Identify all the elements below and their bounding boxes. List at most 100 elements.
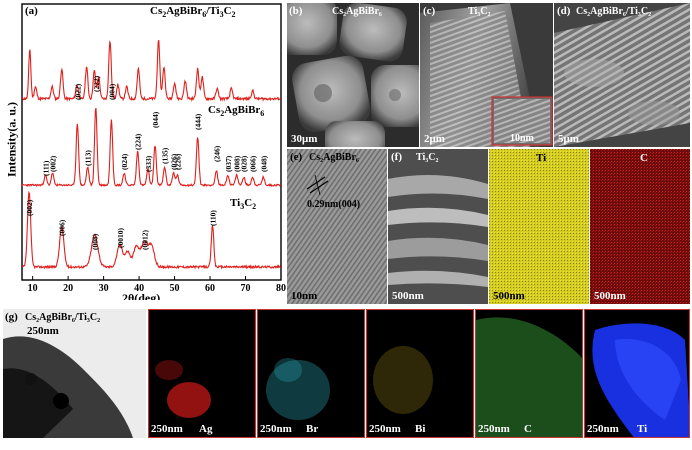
xrd-x-tick-label-80: 80 [276, 283, 286, 294]
xrd-peak-label: (024) [120, 153, 129, 170]
xrd-peak-label: (004) [107, 83, 116, 100]
xrd-peak-label: (246) [212, 145, 221, 162]
xrd-peak-label: (113) [84, 150, 93, 166]
xrd-y-axis-label: Intensity(a. u.) [4, 102, 19, 178]
eds-c-map-element-label: C [524, 423, 532, 435]
tem-mxene-panel: (f) Ti₃C₂ 500nm [388, 149, 488, 304]
hrtem-image [287, 149, 387, 304]
tem-mxene-image [388, 149, 488, 304]
eds-br-image [266, 358, 330, 420]
tem-mxene-panel-label: (f) [391, 151, 402, 163]
eds-map-ag: 250nm Ag [148, 309, 256, 438]
xrd-x-tick-label-60: 60 [205, 283, 215, 294]
xrd-peak-label: (0012) [140, 230, 149, 250]
eds-ag-scale: 250nm [151, 423, 183, 435]
hrtem-title: Cs₂AgBiBr₆ [309, 152, 359, 163]
xrd-x-tick-label-30: 30 [99, 283, 109, 294]
xrd-x-tick-label-20: 20 [63, 283, 73, 294]
hrtem-lattice-spacing: 0.29nm(004) [307, 199, 361, 210]
sem-perovskite-title: Cs₂AgBiBr₆ [332, 6, 382, 17]
tem-composite-image [3, 309, 146, 438]
hrtem-panel: (e) Cs₂AgBiBr₆ 0.29nm(004) 10nm [287, 149, 387, 304]
xrd-x-tick-label-50: 50 [170, 283, 180, 294]
xrd-trace-label-perovskite: Cs2AgBiBr6 [208, 104, 265, 119]
xrd-peak-label: (008) [91, 233, 100, 250]
sem-panel-perovskite: (b) Cs₂AgBiBr₆ 30μm [287, 3, 419, 147]
xrd-peak-label: (110) [209, 210, 218, 226]
eds-c-image [476, 317, 582, 437]
xrd-panel-label: (a) [25, 5, 38, 17]
xrd-trace-perovskite [21, 108, 282, 188]
xrd-x-tick-label-40: 40 [134, 283, 144, 294]
xrd-peak-label: (226) [173, 153, 182, 170]
eds-bi-image [373, 346, 433, 414]
tem-mxene-scale: 500nm [392, 290, 424, 302]
sem-composite-panel-label: (d) [557, 5, 571, 17]
eds-br-scale: 250nm [260, 423, 292, 435]
xrd-x-tick-label-70: 70 [241, 283, 251, 294]
eds-map-ti-yellow: Ti 500nm [489, 149, 589, 304]
xrd-peak-label: (222) [92, 75, 101, 92]
tem-mxene-title: Ti₃C₂ [416, 152, 439, 163]
tem-composite-title: Cs₂AgBiBr₆/Ti₃C₂ [25, 312, 101, 323]
eds-c-element-label: C [640, 152, 648, 164]
xrd-x-tick-label-10: 10 [28, 283, 38, 294]
xrd-peak-label: (028) [240, 155, 249, 172]
eds-ag-element-label: Ag [199, 423, 213, 435]
eds-ti-element-label: Ti [536, 152, 547, 164]
xrd-trace-composite [21, 40, 282, 103]
xrd-peak-label: (0010) [116, 228, 125, 248]
xrd-x-axis-label: 2θ(deg) [122, 291, 161, 300]
xrd-peak-label: (002) [25, 199, 34, 216]
sem-mxene-title: Ti₃C₂ [468, 6, 491, 17]
sem-composite-scale: 5μm [558, 133, 579, 145]
xrd-peak-label: (048) [259, 155, 268, 172]
eds-bi-element-label: Bi [415, 423, 426, 435]
xrd-trace-label-mxene: Ti3C2 [230, 197, 257, 212]
eds-ti-image [592, 323, 689, 437]
xrd-trace-label-composite: Cs2AgBiBr6/Ti3C2 [150, 5, 236, 20]
eds-map-br: 250nm Br [257, 309, 365, 438]
xrd-peak-label: (008) [233, 155, 242, 172]
eds-ti-scale: 500nm [493, 290, 525, 302]
sem-perovskite-image [287, 3, 419, 147]
eds-bi-scale: 250nm [369, 423, 401, 435]
eds-c-map-scale: 250nm [478, 423, 510, 435]
xrd-peak-label: (026) [169, 153, 178, 170]
eds-ag-image [155, 360, 211, 418]
xrd-chart: 10 20 30 40 50 60 70 80 (111)(002)(022)(113)(22… [21, 3, 286, 294]
sem-mxene-inset-scale: 10nm [510, 133, 534, 144]
xrd-trace-mxene [21, 190, 282, 270]
eds-ti-map-scale: 250nm [587, 423, 619, 435]
xrd-panel: 10 20 30 40 50 60 70 80 (111) (002) (022) (113) (22… [0, 0, 286, 300]
eds-map-c: 250nm C [475, 309, 583, 438]
xrd-peak-label: (044) [151, 111, 160, 128]
tem-composite-scale: 250nm [27, 325, 59, 337]
eds-map-c-red: C 500nm [590, 149, 690, 304]
sem-composite-title: Cs₂AgBiBr₆/Ti₃C₂ [576, 6, 652, 17]
xrd-peak-label: (224) [134, 133, 143, 150]
eds-map-bi: 250nm Bi [366, 309, 474, 438]
sem-panel-mxene: (c) Ti₃C₂ 2μm 10nm [420, 3, 553, 147]
xrd-peak-label: (006) [58, 219, 67, 236]
eds-ti-map-element-label: Ti [637, 423, 648, 435]
xrd-peak-label: (066) [249, 155, 258, 172]
xrd-peak-label: (444) [194, 113, 203, 130]
xrd-peak-label: (002) [49, 155, 58, 172]
xrd-peak-label: (111) [41, 160, 50, 176]
sem-composite-image [554, 3, 690, 147]
xrd-peak-label: (037) [224, 155, 233, 172]
sem-perovskite-panel-label: (b) [289, 5, 303, 17]
sem-perovskite-scale: 30μm [291, 133, 318, 145]
eds-ti-yellow-image [489, 149, 589, 304]
xrd-peak-label: (333) [144, 155, 153, 172]
eds-c-red-image [590, 149, 690, 304]
tem-composite-panel-label: (g) [5, 311, 18, 323]
xrd-peak-label: (022) [73, 83, 82, 100]
eds-map-ti: 250nm Ti [584, 309, 690, 438]
xrd-peak-label: (135) [161, 147, 170, 164]
sem-mxene-panel-label: (c) [423, 5, 436, 17]
eds-br-element-label: Br [306, 423, 319, 435]
eds-c-scale: 500nm [594, 290, 626, 302]
sem-panel-composite: (d) Cs₂AgBiBr₆/Ti₃C₂ 5μm [554, 3, 690, 147]
